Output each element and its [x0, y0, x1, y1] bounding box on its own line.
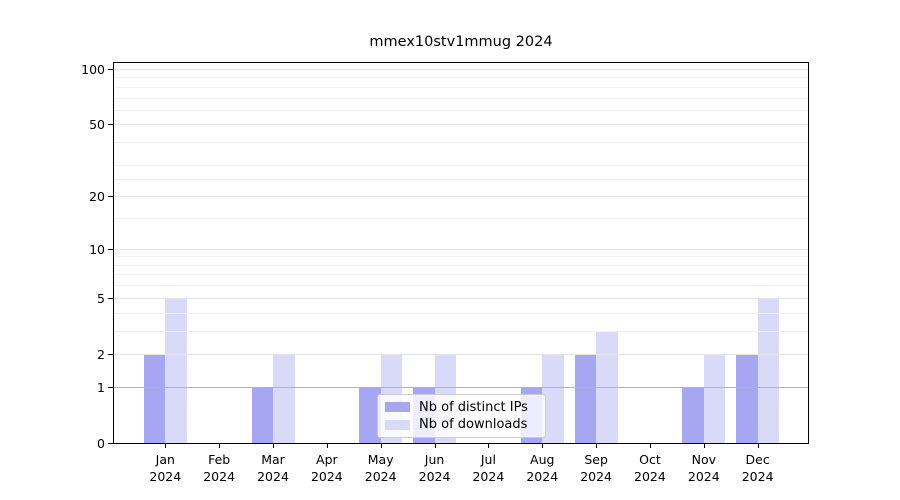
bar-nb-of-distinct-ips-sep [574, 354, 597, 444]
y-tick-label-1: 1 [97, 379, 105, 395]
y-tick-label-0: 0 [97, 436, 105, 451]
x-tick-oct [649, 444, 651, 448]
y-tick-label-20: 20 [89, 189, 105, 205]
y-tick-label-2: 2 [97, 346, 105, 362]
bar-nb-of-downloads-aug [542, 354, 564, 444]
x-tick-label-mar: Mar 2024 [257, 452, 289, 484]
x-tick-label-jul: Jul 2024 [472, 452, 505, 484]
bars-layer [113, 62, 809, 444]
legend-label-downloads: Nb of downloads [419, 417, 528, 433]
y-tick-label-100: 100 [81, 61, 105, 77]
bar-nb-of-downloads-jan [165, 298, 187, 444]
x-tick-jan [165, 444, 167, 448]
bar-nb-of-downloads-mar [273, 354, 295, 444]
y-tick-50 [108, 124, 113, 126]
bar-nb-of-distinct-ips-nov [682, 387, 704, 444]
x-tick-aug [542, 444, 544, 448]
y-tick-20 [108, 196, 113, 198]
legend-swatch-distinct-ips [385, 402, 410, 413]
x-tick-label-oct: Oct 2024 [634, 452, 666, 484]
y-tick-1 [108, 386, 113, 388]
legend-swatch-downloads [385, 419, 410, 430]
y-tick-10 [108, 248, 113, 250]
bar-nb-of-distinct-ips-jan [143, 354, 166, 444]
legend-item-downloads: Nb of downloads [385, 417, 539, 432]
x-tick-sep [596, 444, 598, 448]
x-tick-label-nov: Nov 2024 [687, 452, 720, 484]
x-tick-mar [273, 444, 274, 448]
bar-nb-of-downloads-nov [703, 354, 726, 444]
legend-item-distinct-ips: Nb of distinct IPs [385, 400, 539, 415]
bar-nb-of-downloads-dec [757, 298, 780, 444]
legend: Nb of distinct IPs Nb of downloads [377, 394, 546, 438]
y-tick-label-50: 50 [89, 117, 105, 133]
y-tick-label-5: 5 [97, 290, 105, 306]
plot-background [113, 62, 809, 444]
x-tick-dec [757, 444, 759, 448]
x-tick-apr [326, 444, 328, 448]
x-tick-label-dec: Dec 2024 [741, 452, 774, 484]
y-tick-label-10: 10 [89, 241, 105, 257]
chart-title: mmex10stv1mmug 2024 [369, 34, 553, 50]
legend-label-distinct-ips: Nb of distinct IPs [419, 399, 528, 415]
bar-nb-of-distinct-ips-may [359, 387, 381, 444]
x-tick-label-jan: Jan 2024 [149, 452, 182, 484]
x-tick-jul [488, 444, 490, 448]
y-tick-0 [108, 443, 113, 444]
x-tick-feb [219, 444, 221, 448]
x-tick-label-feb: Feb 2024 [203, 452, 236, 484]
x-tick-label-may: May 2024 [364, 452, 397, 484]
x-tick-label-apr: Apr 2024 [310, 452, 343, 484]
bar-nb-of-distinct-ips-mar [251, 387, 273, 444]
x-tick-may [380, 444, 382, 448]
x-tick-label-jun: Jun 2024 [418, 452, 451, 484]
bar-nb-of-downloads-sep [596, 331, 618, 444]
x-tick-label-sep: Sep 2024 [580, 452, 612, 484]
y-tick-5 [108, 297, 113, 299]
bar-nb-of-distinct-ips-dec [736, 354, 758, 444]
y-tick-2 [108, 353, 113, 355]
y-tick-100 [108, 68, 113, 70]
x-tick-label-aug: Aug 2024 [526, 452, 559, 484]
x-tick-jun [434, 444, 436, 448]
x-tick-nov [703, 444, 705, 448]
